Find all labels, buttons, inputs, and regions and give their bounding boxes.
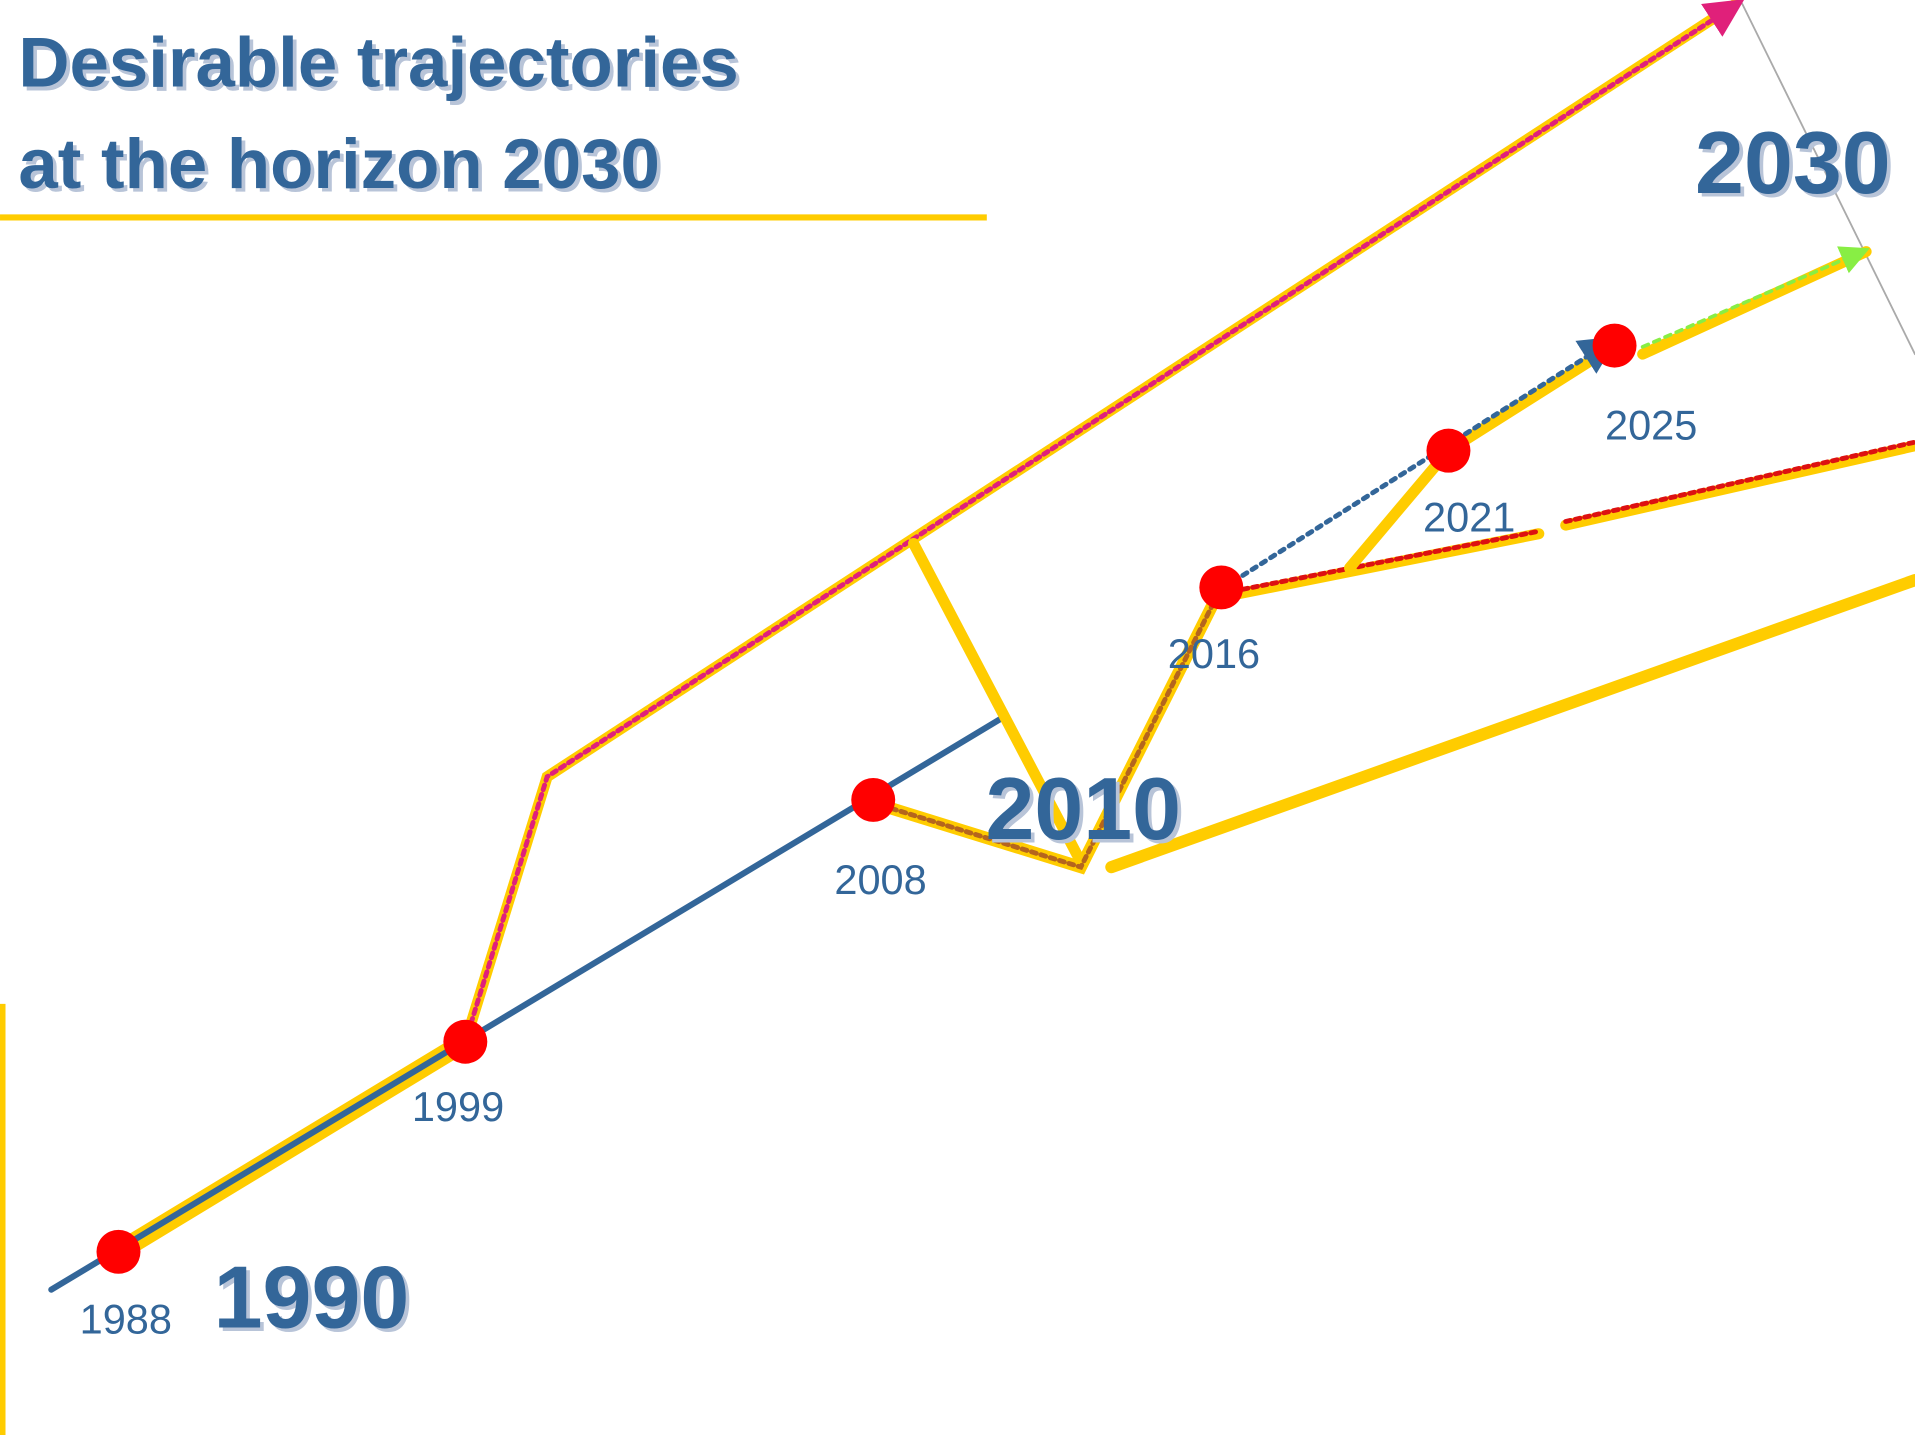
title-line: Desirable trajectories — [18, 24, 738, 103]
path — [1228, 528, 1545, 601]
year-label: 2021 — [1423, 493, 1515, 540]
path-dotted — [1231, 336, 1619, 584]
path — [908, 537, 1083, 861]
title-shadow: Desirable trajectories — [22, 27, 742, 106]
horizon-labels: 1990 1990 2010 2010 2030 2030 — [214, 113, 1895, 1350]
path-dotted — [1563, 439, 1915, 524]
year-label: 2016 — [1168, 630, 1260, 677]
milestone-dot — [1199, 565, 1244, 610]
title-shadow: at the horizon 2030 — [22, 129, 664, 208]
path — [1105, 574, 1915, 874]
path — [1560, 440, 1915, 531]
title-line: at the horizon 2030 — [18, 125, 660, 204]
path-dotted — [889, 584, 1224, 871]
milestone-dot — [1592, 323, 1637, 368]
path-dotted — [1640, 246, 1870, 349]
milestone-dots — [96, 323, 1637, 1274]
title: Desirable trajectories Desirable traject… — [18, 24, 742, 208]
horizon-label: 2030 — [1695, 113, 1891, 212]
horizon-label: 2010 — [985, 759, 1181, 858]
year-label: 1988 — [80, 1296, 172, 1343]
horizon-shadow: 2010 — [989, 763, 1185, 862]
horizon-label: 1990 — [214, 1248, 410, 1347]
milestone-labels: 1988 1999 2008 2016 2021 2025 — [80, 402, 1698, 1343]
year-label: 2025 — [1605, 402, 1697, 449]
trend-line — [48, 713, 1007, 1293]
milestone-dot — [1426, 428, 1471, 473]
horizon-line — [1739, 0, 1915, 356]
milestone-dot — [443, 1019, 488, 1064]
path-dotted — [1231, 528, 1542, 594]
milestone-dot — [96, 1229, 141, 1274]
year-label: 2008 — [834, 856, 926, 903]
horizon-shadow: 2030 — [1699, 117, 1895, 216]
path — [1637, 246, 1872, 360]
horizon-shadow: 1990 — [217, 1251, 413, 1350]
milestone-dot — [851, 777, 896, 822]
year-label: 1999 — [412, 1083, 504, 1130]
path-dotted — [462, 0, 1745, 1045]
trajectories — [48, 0, 1915, 1293]
